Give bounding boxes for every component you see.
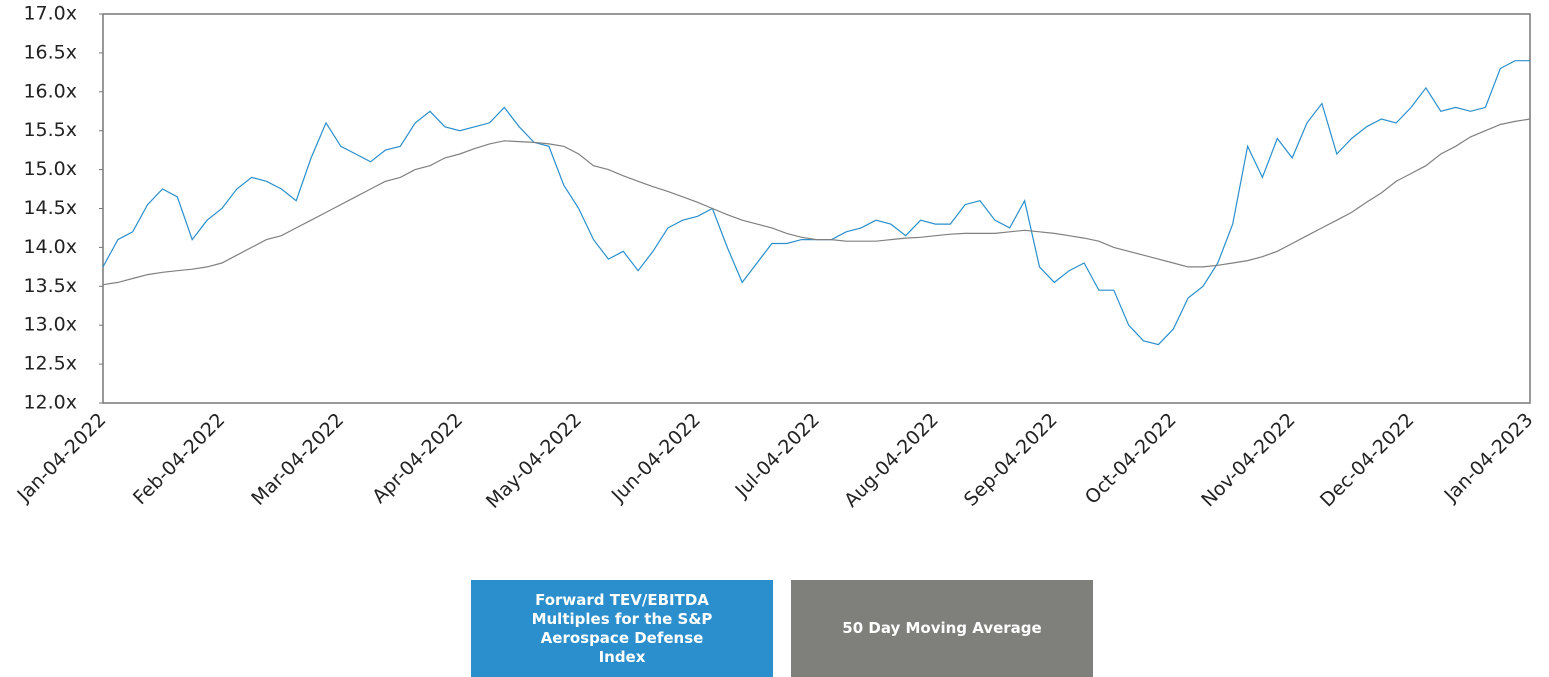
x-tick-label: Feb-04-2022 <box>129 409 229 509</box>
chart: 12.0x 12.5x 13.0x 13.5x 14.0x 14.5x 15.0x 15.5x… <box>12 3 1537 513</box>
x-tick-label: Jul-04-2022 <box>730 409 823 502</box>
x-tick-label: Nov-04-2022 <box>1197 409 1299 511</box>
legend-entry: Forward TEV/EBITDA Multiples for the S&P… <box>471 580 773 677</box>
x-tick-label: Mar-04-2022 <box>247 409 348 510</box>
x-tick-label: Jan-04-2022 <box>12 409 110 507</box>
x-tick-label: May-04-2022 <box>482 409 586 513</box>
x-tick-label: Jun-04-2022 <box>607 409 705 507</box>
plot-frame <box>102 13 1531 404</box>
y-tick-label: 17.0x <box>23 3 77 25</box>
series-line <box>102 118 1531 286</box>
y-tick-label: 13.5x <box>23 275 77 297</box>
y-tick-label: 15.5x <box>23 119 77 141</box>
legend-entry: 50 Day Moving Average <box>791 580 1093 677</box>
y-tick-label: 12.5x <box>23 353 77 375</box>
x-tick-label: Jan-04-2023 <box>1439 409 1537 507</box>
x-tick-label: Aug-04-2022 <box>840 409 943 512</box>
y-tick-label: 13.0x <box>23 314 77 336</box>
x-tick-label: Oct-04-2022 <box>1081 409 1181 509</box>
y-tick-label: 16.0x <box>23 80 77 102</box>
x-tick-label: Dec-04-2022 <box>1316 409 1419 512</box>
y-tick-label: 15.0x <box>23 158 77 180</box>
x-tick-label: Sep-04-2022 <box>960 409 1062 511</box>
x-tick-label: Apr-04-2022 <box>368 409 467 508</box>
y-tick-label: 12.0x <box>23 392 77 414</box>
series-line <box>102 60 1530 346</box>
y-tick-label: 14.0x <box>23 236 77 258</box>
y-tick-label: 14.5x <box>23 197 77 219</box>
y-tick-label: 16.5x <box>23 41 77 63</box>
